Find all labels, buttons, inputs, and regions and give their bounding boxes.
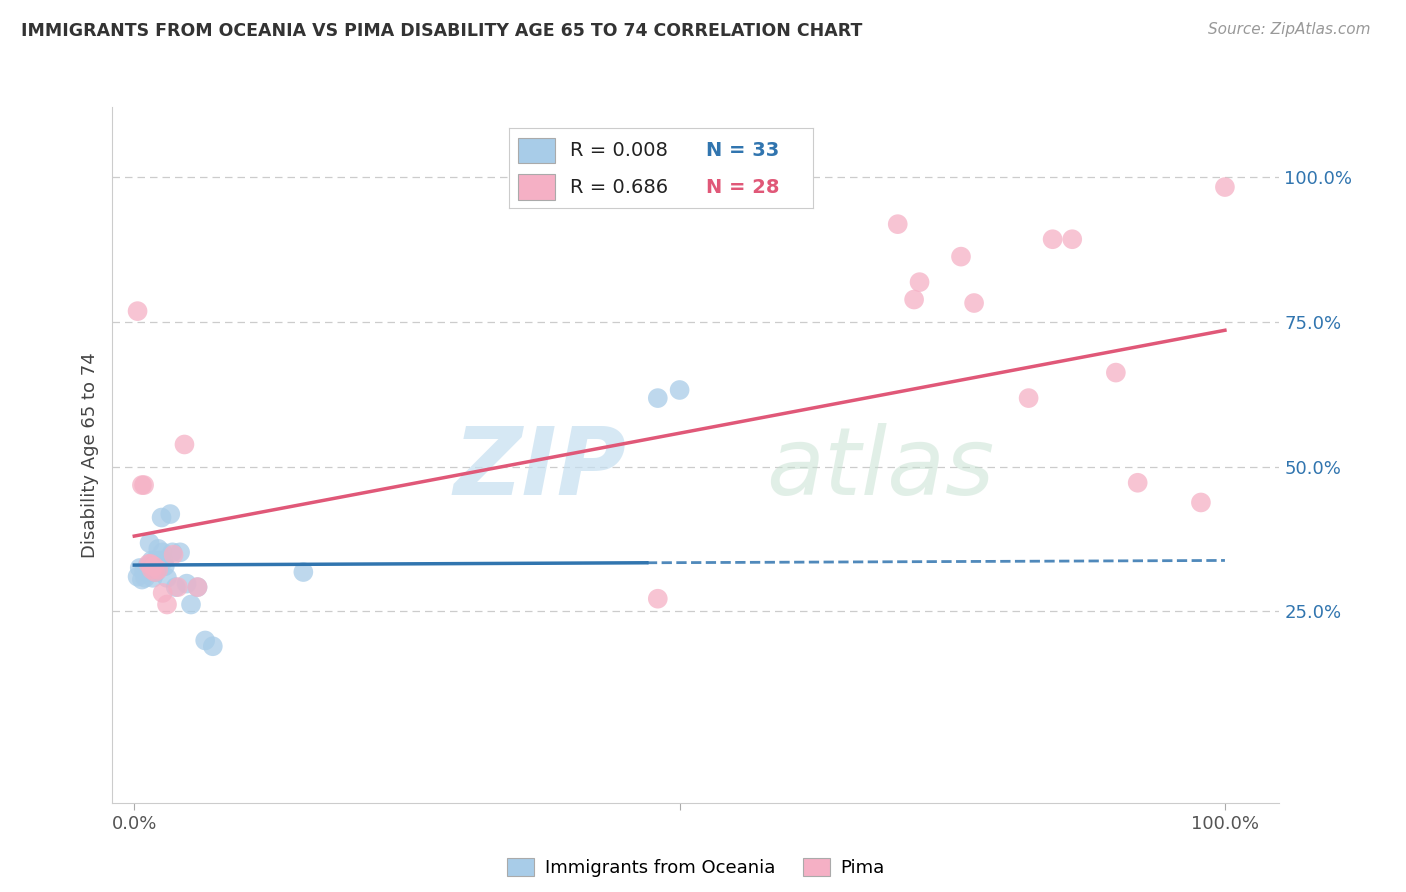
- Point: [148, 541, 170, 556]
- Point: [127, 304, 149, 318]
- Text: Source: ZipAtlas.com: Source: ZipAtlas.com: [1208, 22, 1371, 37]
- Point: [1213, 180, 1236, 194]
- Point: [142, 565, 165, 579]
- Point: [1126, 475, 1149, 490]
- Point: [187, 580, 209, 594]
- Point: [887, 217, 910, 231]
- Point: [1105, 366, 1128, 380]
- Point: [908, 275, 931, 289]
- Point: [132, 478, 155, 492]
- Point: [173, 437, 195, 451]
- Point: [136, 559, 159, 574]
- Point: [148, 563, 170, 577]
- Point: [668, 383, 690, 397]
- Point: [134, 571, 156, 585]
- Point: [180, 598, 202, 612]
- Point: [152, 553, 174, 567]
- Point: [176, 576, 198, 591]
- Point: [1042, 232, 1064, 246]
- Point: [152, 586, 174, 600]
- Point: [146, 559, 169, 574]
- Legend: Immigrants from Oceania, Pima: Immigrants from Oceania, Pima: [501, 850, 891, 884]
- Point: [159, 507, 181, 521]
- Point: [201, 639, 224, 653]
- Point: [148, 553, 170, 567]
- Point: [162, 545, 184, 559]
- Point: [187, 580, 209, 594]
- Point: [132, 564, 155, 578]
- Point: [142, 559, 165, 574]
- Point: [138, 536, 160, 550]
- Point: [139, 557, 162, 571]
- Point: [141, 563, 163, 577]
- Point: [153, 559, 176, 574]
- Point: [647, 591, 669, 606]
- Point: [169, 545, 191, 559]
- Point: [138, 557, 160, 571]
- Text: N = 28: N = 28: [706, 178, 780, 196]
- Point: [1018, 391, 1040, 405]
- Point: [194, 633, 217, 648]
- Point: [292, 565, 315, 579]
- Point: [1062, 232, 1084, 246]
- Text: atlas: atlas: [766, 424, 994, 515]
- Point: [150, 510, 173, 524]
- Point: [167, 580, 190, 594]
- Point: [156, 571, 179, 585]
- Text: R = 0.686: R = 0.686: [569, 178, 668, 196]
- Text: R = 0.008: R = 0.008: [569, 141, 668, 160]
- Point: [165, 580, 187, 594]
- Point: [145, 565, 167, 579]
- Text: IMMIGRANTS FROM OCEANIA VS PIMA DISABILITY AGE 65 TO 74 CORRELATION CHART: IMMIGRANTS FROM OCEANIA VS PIMA DISABILI…: [21, 22, 862, 40]
- Text: ZIP: ZIP: [453, 423, 626, 515]
- Y-axis label: Disability Age 65 to 74: Disability Age 65 to 74: [80, 352, 98, 558]
- Point: [141, 553, 163, 567]
- Point: [127, 570, 149, 584]
- Point: [963, 296, 986, 310]
- Point: [152, 545, 174, 559]
- Point: [1189, 495, 1212, 509]
- Point: [131, 573, 153, 587]
- Point: [142, 571, 165, 585]
- Point: [162, 548, 184, 562]
- Point: [647, 391, 669, 405]
- Text: N = 33: N = 33: [706, 141, 780, 160]
- Point: [139, 565, 162, 579]
- Point: [949, 250, 972, 264]
- FancyBboxPatch shape: [519, 137, 555, 163]
- Point: [903, 293, 925, 307]
- Point: [156, 598, 179, 612]
- Point: [143, 553, 166, 567]
- FancyBboxPatch shape: [519, 174, 555, 200]
- Point: [128, 561, 150, 575]
- Point: [131, 478, 153, 492]
- Point: [143, 565, 166, 579]
